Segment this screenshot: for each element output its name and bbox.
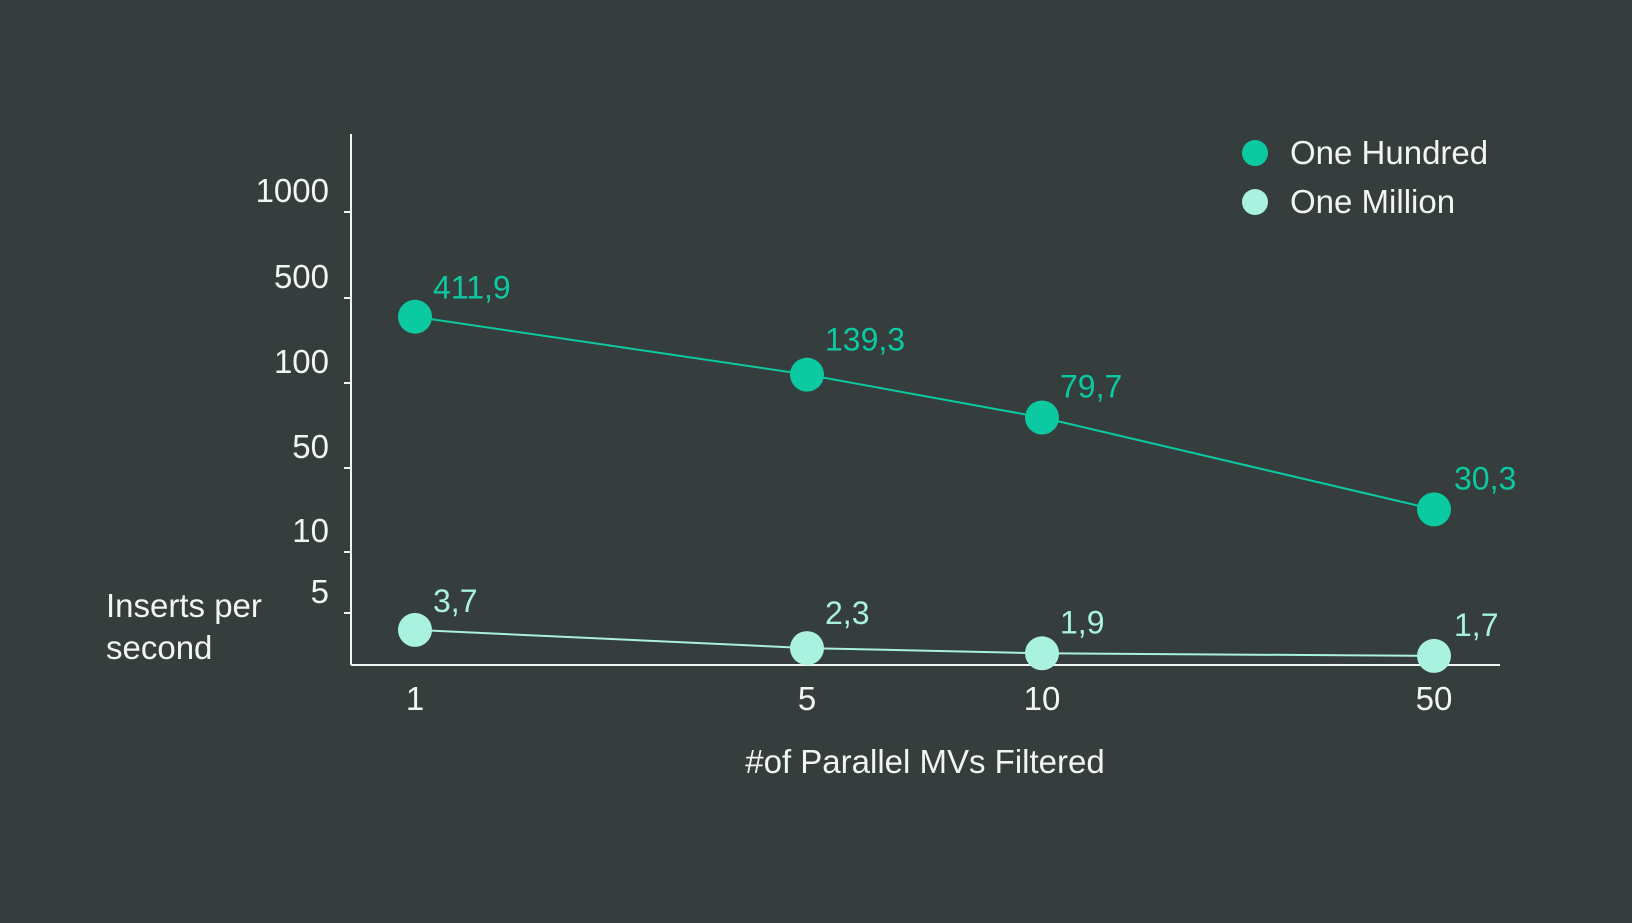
y-tick-label: 1000 — [256, 172, 329, 209]
legend-marker — [1242, 140, 1268, 166]
data-label: 2,3 — [825, 595, 869, 631]
data-point — [398, 299, 432, 334]
data-point — [1417, 638, 1451, 673]
y-tick-label: 500 — [274, 258, 329, 295]
y-tick-label: 100 — [274, 343, 329, 380]
data-label: 3,7 — [433, 583, 477, 619]
legend-marker — [1242, 189, 1268, 215]
data-label: 139,3 — [825, 322, 905, 358]
y-axis-title-line-1: Inserts per — [106, 587, 262, 624]
legend-label: One Million — [1290, 183, 1455, 220]
x-ticks: 1 5 10 50 — [406, 680, 1453, 717]
data-label: 411,9 — [433, 270, 511, 306]
y-ticks: 1000 500 100 50 10 5 — [256, 172, 351, 614]
x-tick-label: 1 — [406, 680, 424, 717]
y-tick-label: 10 — [292, 512, 329, 549]
y-tick-label: 5 — [311, 573, 329, 610]
data-label: 79,7 — [1060, 369, 1122, 405]
series-layer — [398, 299, 1451, 673]
series-line — [414, 315, 1435, 511]
y-axis-title-line-2: second — [106, 629, 212, 666]
axes — [350, 134, 1500, 666]
x-axis-title: #of Parallel MVs Filtered — [745, 743, 1104, 780]
data-point — [1025, 400, 1059, 435]
x-tick-label: 50 — [1416, 680, 1453, 717]
data-label: 30,3 — [1454, 460, 1516, 496]
series-line — [414, 628, 1435, 657]
data-point — [790, 631, 824, 666]
x-tick-label: 10 — [1024, 680, 1061, 717]
legend: One Hundred One Million — [1242, 134, 1488, 220]
x-tick-label: 5 — [798, 680, 816, 717]
data-label: 1,9 — [1060, 604, 1104, 640]
data-point — [1025, 636, 1059, 671]
data-point — [398, 612, 432, 647]
legend-label: One Hundred — [1290, 134, 1488, 171]
data-point — [1417, 492, 1451, 527]
y-tick-label: 50 — [292, 428, 329, 465]
data-labels: 411,9 139,3 79,7 30,3 3,7 2,3 1,9 1,7 — [433, 270, 1516, 643]
data-point — [790, 357, 824, 392]
data-label: 1,7 — [1454, 607, 1498, 643]
